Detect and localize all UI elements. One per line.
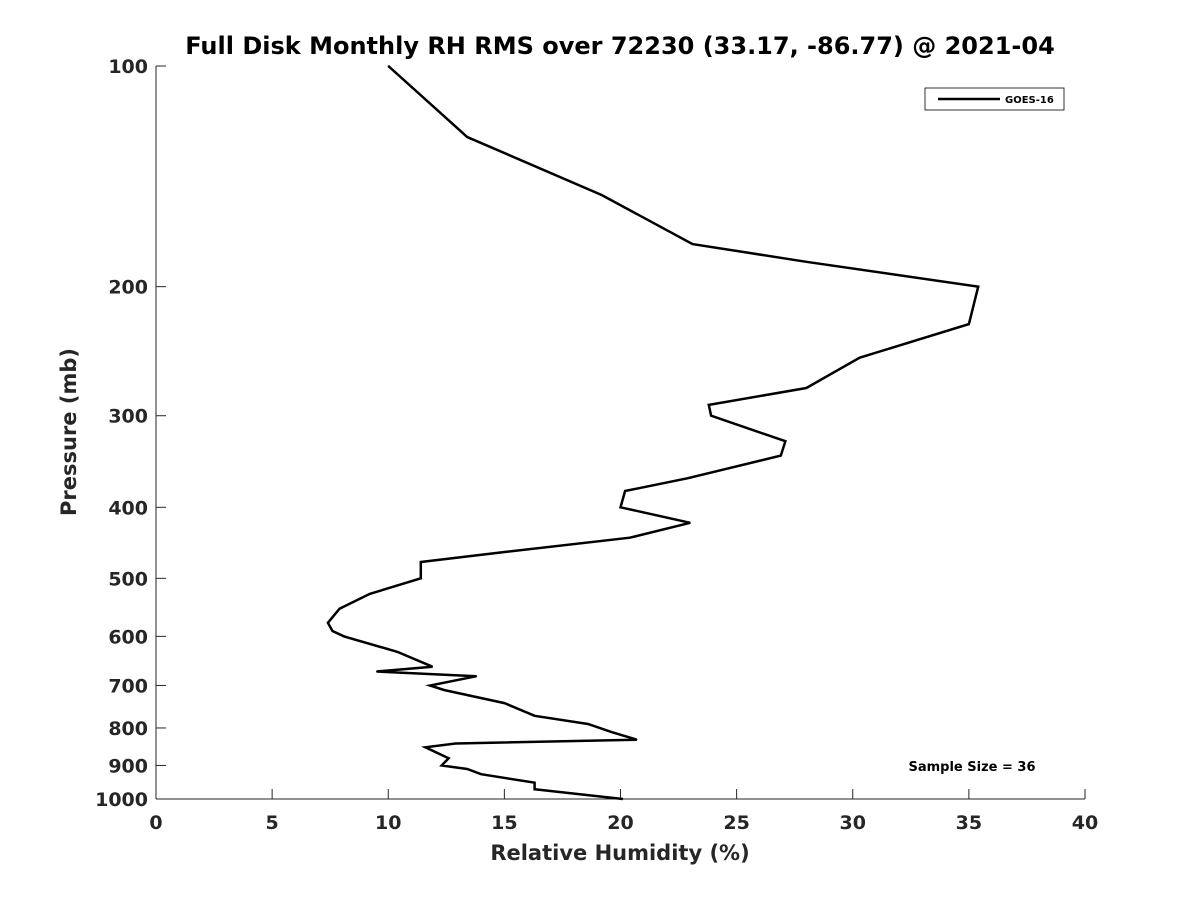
x-tick-label: 5 bbox=[266, 812, 279, 834]
x-tick-label: 40 bbox=[1072, 812, 1098, 834]
data-point bbox=[689, 522, 691, 524]
data-point bbox=[622, 798, 624, 800]
x-tick-label: 20 bbox=[607, 812, 633, 834]
x-tick-label: 10 bbox=[375, 812, 401, 834]
data-point bbox=[441, 764, 443, 767]
data-point bbox=[420, 577, 422, 579]
data-point bbox=[805, 387, 807, 389]
legend: GOES-16 bbox=[924, 87, 1065, 111]
data-point bbox=[466, 136, 468, 138]
legend-label: GOES-16 bbox=[1005, 95, 1054, 106]
data-point bbox=[533, 715, 536, 717]
data-point bbox=[780, 454, 782, 457]
data-point bbox=[587, 723, 589, 725]
data-point bbox=[977, 286, 979, 288]
series-line-goes-16 bbox=[326, 65, 980, 801]
data-point bbox=[533, 788, 536, 790]
y-tick-label: 400 bbox=[108, 497, 148, 519]
axes: 0 5 10 15 20 25 30 35 40 100 200 300 400 500 600 700 800… bbox=[95, 56, 1098, 834]
x-axis-label: Relative Humidity (%) bbox=[490, 841, 749, 865]
data-point bbox=[805, 261, 807, 263]
data-point bbox=[429, 684, 431, 687]
series-layer bbox=[326, 65, 980, 801]
data-point bbox=[331, 630, 334, 632]
data-point bbox=[343, 635, 345, 637]
y-tick-label: 200 bbox=[108, 277, 148, 299]
data-point bbox=[691, 243, 694, 245]
data-point bbox=[708, 404, 710, 406]
y-axis-label: Pressure (mb) bbox=[57, 348, 81, 516]
chart-title: Full Disk Monthly RH RMS over 72230 (33.… bbox=[185, 32, 1055, 60]
data-point bbox=[420, 561, 422, 563]
sample-size-annotation: Sample Size = 36 bbox=[908, 760, 1035, 775]
x-tick-label: 15 bbox=[491, 812, 517, 834]
y-tick-label: 800 bbox=[108, 718, 148, 740]
data-point bbox=[376, 670, 378, 673]
data-point bbox=[968, 323, 970, 325]
y-tick-label: 300 bbox=[108, 406, 148, 428]
y-tick-label: 100 bbox=[108, 56, 148, 78]
data-point bbox=[629, 537, 631, 539]
data-point bbox=[431, 666, 433, 668]
data-point bbox=[506, 551, 508, 553]
y-tick-label: 500 bbox=[108, 568, 148, 590]
data-point bbox=[610, 731, 612, 733]
data-point bbox=[466, 768, 468, 770]
data-point bbox=[387, 65, 389, 67]
data-point bbox=[327, 622, 329, 624]
x-tick-label: 0 bbox=[149, 812, 162, 834]
data-point bbox=[687, 477, 689, 479]
x-tick-label: 25 bbox=[723, 812, 749, 834]
data-point bbox=[443, 689, 445, 691]
data-point bbox=[533, 782, 536, 784]
data-point bbox=[784, 440, 786, 442]
y-tick-label: 900 bbox=[108, 755, 148, 777]
data-point bbox=[455, 742, 457, 745]
data-point bbox=[601, 194, 603, 196]
data-point bbox=[619, 506, 622, 508]
data-point bbox=[396, 651, 399, 653]
data-point bbox=[369, 593, 371, 595]
x-tick-label: 35 bbox=[956, 812, 982, 834]
data-point bbox=[503, 702, 505, 704]
data-point bbox=[424, 746, 427, 748]
data-point bbox=[859, 357, 861, 359]
data-point bbox=[475, 675, 478, 677]
data-point bbox=[710, 415, 712, 417]
data-point bbox=[624, 490, 626, 492]
y-tick-label: 1000 bbox=[95, 789, 148, 811]
data-point bbox=[338, 608, 341, 610]
data-point bbox=[448, 757, 450, 759]
x-tick-label: 30 bbox=[840, 812, 866, 834]
data-point bbox=[636, 739, 638, 741]
y-tick-label: 600 bbox=[108, 626, 148, 648]
data-point bbox=[480, 773, 482, 775]
y-tick-label: 700 bbox=[108, 675, 148, 697]
